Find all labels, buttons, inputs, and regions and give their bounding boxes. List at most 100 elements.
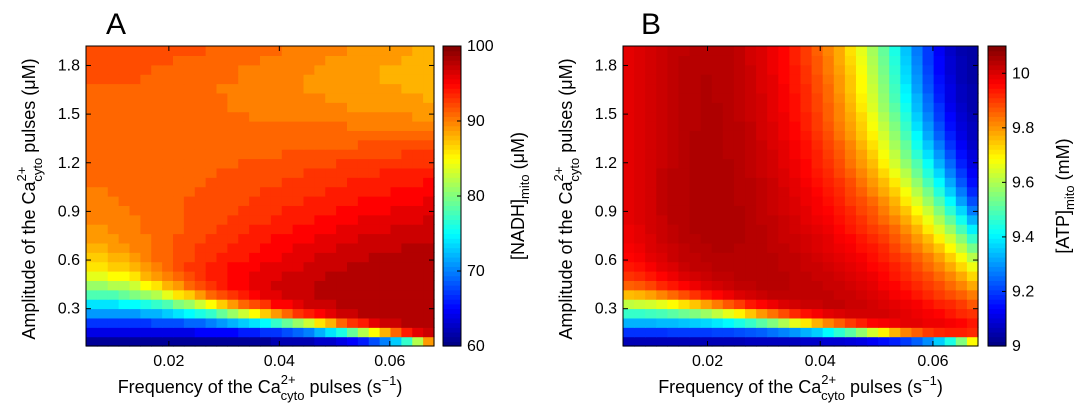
heatmap-cell bbox=[390, 280, 402, 291]
heatmap-cell bbox=[689, 261, 702, 272]
heatmap-cell bbox=[900, 205, 913, 216]
heatmap-cell bbox=[238, 102, 250, 113]
heatmap-cell bbox=[844, 233, 857, 244]
colorbar-segment bbox=[443, 64, 461, 71]
heatmap-cell bbox=[107, 177, 120, 188]
heatmap-cell bbox=[281, 336, 294, 347]
heatmap-cell bbox=[107, 233, 120, 244]
heatmap-cell bbox=[260, 167, 272, 178]
heatmap-cell bbox=[205, 205, 218, 216]
heatmap-cell bbox=[689, 64, 702, 75]
heatmap-cell bbox=[900, 64, 913, 75]
heatmap-cell bbox=[281, 205, 294, 216]
heatmap-cell bbox=[357, 177, 370, 188]
colorbar-tick-label: 90 bbox=[467, 113, 485, 130]
heatmap-cell bbox=[911, 64, 924, 75]
heatmap-cell bbox=[292, 271, 305, 281]
heatmap-cell bbox=[194, 271, 207, 281]
heatmap-cell bbox=[678, 196, 691, 206]
heatmap-cell bbox=[86, 74, 98, 85]
panel-b: 0.02 0.04 0.060.30.60.91.21.51.899.29.49.6… bbox=[551, 8, 1077, 403]
heatmap-cell bbox=[216, 280, 228, 291]
heatmap-cell bbox=[86, 111, 98, 122]
heatmap-cell bbox=[86, 327, 98, 338]
heatmap-cell bbox=[86, 261, 98, 272]
heatmap-cell bbox=[822, 46, 835, 56]
heatmap-cell bbox=[689, 83, 702, 94]
heatmap-cell bbox=[401, 92, 413, 103]
heatmap-cell bbox=[789, 186, 802, 197]
colorbar-segment bbox=[988, 200, 1006, 206]
heatmap-cell bbox=[249, 261, 261, 272]
heatmap-cell bbox=[966, 186, 979, 197]
heatmap-cell bbox=[623, 186, 635, 197]
heatmap-cell bbox=[357, 83, 370, 94]
colorbar-segment bbox=[443, 200, 461, 206]
heatmap-cell bbox=[390, 214, 402, 225]
heatmap-cell bbox=[173, 261, 185, 272]
heatmap-cell bbox=[667, 271, 680, 281]
heatmap-cell bbox=[423, 74, 435, 85]
heatmap-cell bbox=[260, 205, 272, 216]
heatmap-cell bbox=[173, 317, 185, 328]
heatmap-cell bbox=[811, 130, 824, 141]
heatmap-cell bbox=[634, 280, 646, 291]
heatmap-cell bbox=[162, 233, 174, 244]
heatmap-cell bbox=[401, 111, 413, 122]
heatmap-cell bbox=[107, 271, 120, 281]
heatmap-cell bbox=[107, 186, 120, 197]
heatmap-cell bbox=[878, 327, 890, 338]
heatmap-cell bbox=[140, 205, 152, 216]
heatmap-cell bbox=[811, 327, 824, 338]
colorbar-segment bbox=[443, 167, 461, 174]
heatmap-cell bbox=[151, 55, 163, 66]
heatmap-cells bbox=[623, 46, 979, 347]
heatmap-cell bbox=[844, 224, 857, 235]
heatmap-cell bbox=[270, 167, 283, 178]
heatmap-cell bbox=[623, 299, 635, 310]
heatmap-cell bbox=[767, 149, 779, 160]
heatmap-cell bbox=[260, 261, 272, 272]
heatmap-cell bbox=[756, 252, 768, 263]
heatmap-cell bbox=[423, 92, 435, 103]
heatmap-cell bbox=[645, 289, 657, 300]
heatmap-cell bbox=[745, 74, 757, 85]
heatmap-cell bbox=[855, 289, 868, 300]
colorbar-segment bbox=[443, 158, 461, 164]
heatmap-cell bbox=[966, 121, 979, 131]
heatmap-cell bbox=[140, 299, 152, 310]
heatmap-cell bbox=[140, 233, 152, 244]
heatmap-cell bbox=[811, 64, 824, 75]
colorbar-label: [ATP]mito (mM) bbox=[1053, 138, 1077, 253]
heatmap-cell bbox=[205, 186, 218, 197]
heatmap-cell bbox=[711, 233, 724, 244]
heatmap-cell bbox=[379, 130, 392, 141]
heatmap-cell bbox=[347, 139, 359, 150]
heatmap-cell bbox=[645, 261, 657, 272]
heatmap-cell bbox=[811, 46, 824, 56]
heatmap-cell bbox=[645, 317, 657, 328]
heatmap-cell bbox=[645, 83, 657, 94]
heatmap-cell bbox=[889, 55, 901, 66]
heatmap-cell bbox=[270, 327, 283, 338]
heatmap-cell bbox=[107, 102, 120, 113]
heatmap-cell bbox=[249, 205, 261, 216]
heatmap-cell bbox=[756, 83, 768, 94]
heatmap-cell bbox=[922, 130, 935, 141]
heatmap-cell bbox=[227, 186, 239, 197]
heatmap-cell bbox=[96, 74, 109, 85]
heatmap-cell bbox=[96, 167, 109, 178]
heatmap-cell bbox=[423, 83, 435, 94]
plot-frame bbox=[622, 45, 979, 347]
heatmap-cell bbox=[314, 336, 326, 347]
heatmap-cell bbox=[844, 102, 857, 113]
heatmap-cell bbox=[216, 214, 228, 225]
heatmap-cell bbox=[227, 271, 239, 281]
heatmap-cell bbox=[878, 214, 890, 225]
heatmap-cell bbox=[778, 289, 790, 300]
heatmap-cell bbox=[811, 224, 824, 235]
heatmap-cell bbox=[844, 46, 857, 56]
heatmap-cell bbox=[390, 46, 402, 56]
heatmap-cell bbox=[292, 92, 305, 103]
heatmap-cell bbox=[216, 55, 228, 66]
